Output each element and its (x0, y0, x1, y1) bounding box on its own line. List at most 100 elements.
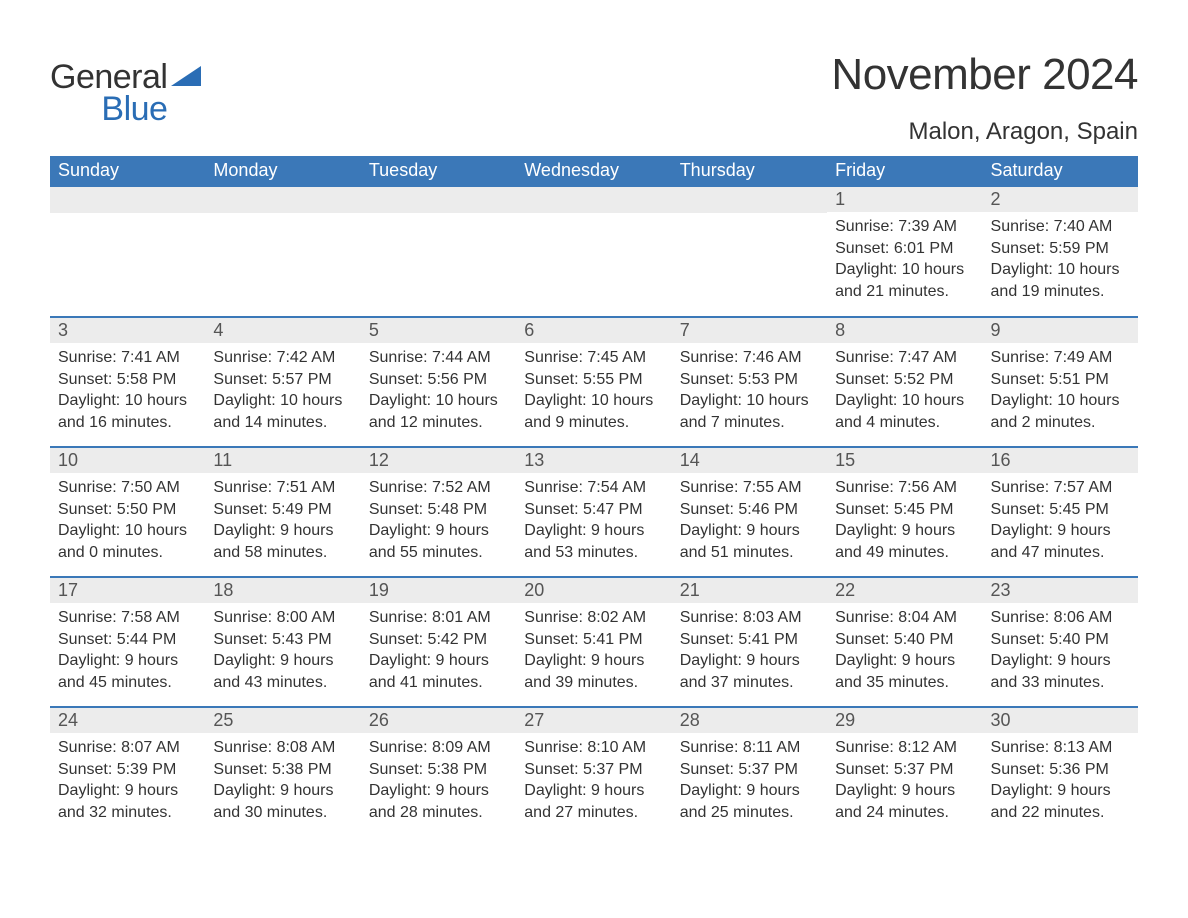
day-content: Sunrise: 7:47 AMSunset: 5:52 PMDaylight:… (827, 343, 982, 437)
sunrise-line: Sunrise: 8:01 AM (369, 607, 508, 629)
calendar-cell: 9Sunrise: 7:49 AMSunset: 5:51 PMDaylight… (983, 317, 1138, 447)
weekday-header: Sunday (50, 156, 205, 187)
day-content: Sunrise: 8:02 AMSunset: 5:41 PMDaylight:… (516, 603, 671, 697)
daylight-line: Daylight: 9 hours and 37 minutes. (680, 650, 819, 693)
day-number: 14 (672, 448, 827, 473)
sunrise-line: Sunrise: 7:40 AM (991, 216, 1130, 238)
day-number: 11 (205, 448, 360, 473)
calendar-cell: 12Sunrise: 7:52 AMSunset: 5:48 PMDayligh… (361, 447, 516, 577)
sunrise-line: Sunrise: 7:51 AM (213, 477, 352, 499)
weekday-header: Tuesday (361, 156, 516, 187)
sunset-line: Sunset: 5:56 PM (369, 369, 508, 391)
day-number: 9 (983, 318, 1138, 343)
day-number: 5 (361, 318, 516, 343)
day-number: 1 (827, 187, 982, 212)
day-number: 13 (516, 448, 671, 473)
day-number-empty (205, 187, 360, 213)
sunset-line: Sunset: 5:44 PM (58, 629, 197, 651)
calendar-cell (516, 187, 671, 317)
daylight-line: Daylight: 9 hours and 39 minutes. (524, 650, 663, 693)
sunset-line: Sunset: 5:41 PM (524, 629, 663, 651)
calendar-week-row: 1Sunrise: 7:39 AMSunset: 6:01 PMDaylight… (50, 187, 1138, 317)
day-number: 2 (983, 187, 1138, 212)
weekday-header: Wednesday (516, 156, 671, 187)
day-number: 18 (205, 578, 360, 603)
calendar-cell: 26Sunrise: 8:09 AMSunset: 5:38 PMDayligh… (361, 707, 516, 837)
day-content: Sunrise: 8:13 AMSunset: 5:36 PMDaylight:… (983, 733, 1138, 827)
weekday-header: Friday (827, 156, 982, 187)
day-content: Sunrise: 7:50 AMSunset: 5:50 PMDaylight:… (50, 473, 205, 567)
calendar-cell: 23Sunrise: 8:06 AMSunset: 5:40 PMDayligh… (983, 577, 1138, 707)
sunrise-line: Sunrise: 8:04 AM (835, 607, 974, 629)
sunset-line: Sunset: 5:45 PM (991, 499, 1130, 521)
day-number: 3 (50, 318, 205, 343)
sunrise-line: Sunrise: 8:12 AM (835, 737, 974, 759)
daylight-line: Daylight: 9 hours and 28 minutes. (369, 780, 508, 823)
calendar-cell: 27 Sunrise: 8:10 AMSunset: 5:37 PMDayligh… (516, 707, 671, 837)
day-number: 27 (516, 708, 671, 733)
sunrise-line: Sunrise: 8:06 AM (991, 607, 1130, 629)
daylight-line: Daylight: 10 hours and 4 minutes. (835, 390, 974, 433)
sunset-line: Sunset: 5:52 PM (835, 369, 974, 391)
daylight-line: Daylight: 10 hours and 9 minutes. (524, 390, 663, 433)
daylight-line: Daylight: 9 hours and 51 minutes. (680, 520, 819, 563)
day-content: Sunrise: 8:12 AMSunset: 5:37 PMDaylight:… (827, 733, 982, 827)
calendar-cell: 10Sunrise: 7:50 AMSunset: 5:50 PMDayligh… (50, 447, 205, 577)
daylight-line: Daylight: 9 hours and 27 minutes. (524, 780, 663, 823)
day-number: 21 (672, 578, 827, 603)
daylight-line: Daylight: 10 hours and 2 minutes. (991, 390, 1130, 433)
sunrise-line: Sunrise: 7:52 AM (369, 477, 508, 499)
daylight-line: Daylight: 9 hours and 24 minutes. (835, 780, 974, 823)
calendar-cell: 14 Sunrise: 7:55 AMSunset: 5:46 PMDayligh… (672, 447, 827, 577)
sunset-line: Sunset: 5:58 PM (58, 369, 197, 391)
daylight-line: Daylight: 9 hours and 58 minutes. (213, 520, 352, 563)
weekday-header: Monday (205, 156, 360, 187)
sunset-line: Sunset: 5:48 PM (369, 499, 508, 521)
calendar-cell (361, 187, 516, 317)
calendar-cell (672, 187, 827, 317)
calendar-page: General Blue November 2024 Malon, Aragon… (0, 0, 1188, 918)
day-content: Sunrise: 7:42 AMSunset: 5:57 PMDaylight:… (205, 343, 360, 437)
day-number: 16 (983, 448, 1138, 473)
calendar-cell: 29Sunrise: 8:12 AMSunset: 5:37 PMDayligh… (827, 707, 982, 837)
weekday-header: Thursday (672, 156, 827, 187)
day-number: 12 (361, 448, 516, 473)
day-content: Sunrise: 8:08 AMSunset: 5:38 PMDaylight:… (205, 733, 360, 827)
sunset-line: Sunset: 5:59 PM (991, 238, 1130, 260)
logo-line2: Blue (50, 92, 167, 126)
calendar-cell: 20Sunrise: 8:02 AMSunset: 5:41 PMDayligh… (516, 577, 671, 707)
day-content: Sunrise: 8:00 AMSunset: 5:43 PMDaylight:… (205, 603, 360, 697)
month-title: November 2024 (831, 50, 1138, 100)
sunset-line: Sunset: 5:46 PM (680, 499, 819, 521)
day-number: 23 (983, 578, 1138, 603)
day-content: Sunrise: 7:39 AMSunset: 6:01 PMDaylight:… (827, 212, 982, 306)
calendar-cell: 16Sunrise: 7:57 AMSunset: 5:45 PMDayligh… (983, 447, 1138, 577)
sunset-line: Sunset: 5:39 PM (58, 759, 197, 781)
day-number: 8 (827, 318, 982, 343)
day-content: Sunrise: 8:06 AMSunset: 5:40 PMDaylight:… (983, 603, 1138, 697)
day-content: Sunrise: 7:45 AMSunset: 5:55 PMDaylight:… (516, 343, 671, 437)
sunrise-line: Sunrise: 7:49 AM (991, 347, 1130, 369)
sunrise-line: Sunrise: 8:03 AM (680, 607, 819, 629)
sunrise-line: Sunrise: 8:10 AM (524, 737, 663, 759)
sunrise-line: Sunrise: 8:13 AM (991, 737, 1130, 759)
day-number: 10 (50, 448, 205, 473)
sunrise-line: Sunrise: 7:56 AM (835, 477, 974, 499)
day-number: 28 (672, 708, 827, 733)
sunset-line: Sunset: 5:37 PM (524, 759, 663, 781)
daylight-line: Daylight: 10 hours and 0 minutes. (58, 520, 197, 563)
calendar-cell: 24Sunrise: 8:07 AMSunset: 5:39 PMDayligh… (50, 707, 205, 837)
sunrise-line: Sunrise: 7:55 AM (680, 477, 819, 499)
sunset-line: Sunset: 5:42 PM (369, 629, 508, 651)
calendar-cell: 7Sunrise: 7:46 AMSunset: 5:53 PMDaylight… (672, 317, 827, 447)
calendar-cell: 17Sunrise: 7:58 AMSunset: 5:44 PMDayligh… (50, 577, 205, 707)
day-number: 15 (827, 448, 982, 473)
sunrise-line: Sunrise: 7:41 AM (58, 347, 197, 369)
day-content: Sunrise: 8:01 AMSunset: 5:42 PMDaylight:… (361, 603, 516, 697)
calendar-cell: 30Sunrise: 8:13 AMSunset: 5:36 PMDayligh… (983, 707, 1138, 837)
day-number: 30 (983, 708, 1138, 733)
daylight-line: Daylight: 9 hours and 22 minutes. (991, 780, 1130, 823)
day-content: Sunrise: 7:57 AMSunset: 5:45 PMDaylight:… (983, 473, 1138, 567)
sunrise-line: Sunrise: 7:46 AM (680, 347, 819, 369)
daylight-line: Daylight: 9 hours and 30 minutes. (213, 780, 352, 823)
